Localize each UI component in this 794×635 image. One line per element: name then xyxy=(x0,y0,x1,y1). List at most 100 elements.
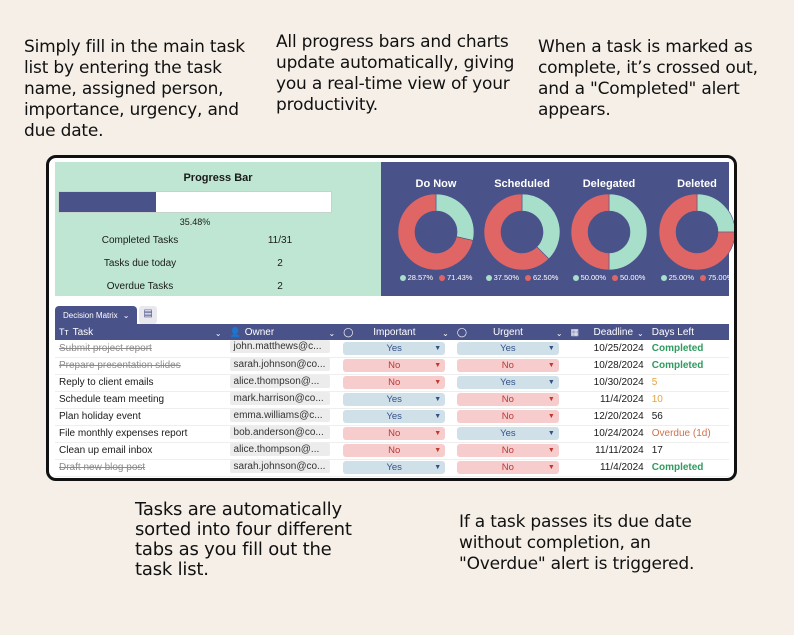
urgent-value: No xyxy=(501,411,514,422)
important-select[interactable]: Yes ▼ xyxy=(343,393,446,406)
legend-item-no: 50.00% xyxy=(612,273,645,282)
header-days-left[interactable]: Days Left xyxy=(647,324,729,340)
deadline-cell[interactable]: 12/20/2024 xyxy=(566,408,648,426)
important-cell[interactable]: Yes ▼ xyxy=(339,340,453,358)
urgent-select[interactable]: No ▼ xyxy=(456,410,559,423)
legend-label: 28.57% xyxy=(407,273,433,282)
deadline-cell[interactable]: 10/28/2024 xyxy=(566,357,648,375)
tasks-due-today-value: 2 xyxy=(277,258,283,269)
task-name-cell[interactable]: Reply to client emails xyxy=(55,374,226,392)
donut-slice-no xyxy=(659,194,734,270)
urgent-cell[interactable]: Yes ▼ xyxy=(452,340,567,358)
important-cell[interactable]: Yes ▼ xyxy=(339,391,453,409)
owner-email: mark.harrison@co... xyxy=(229,391,330,405)
important-cell[interactable]: Yes ▼ xyxy=(339,459,453,477)
urgent-select[interactable]: No ▼ xyxy=(456,461,559,474)
urgent-select[interactable]: Yes ▼ xyxy=(456,427,559,440)
task-name-cell[interactable]: Schedule team meeting xyxy=(55,391,226,409)
donut-slice-yes xyxy=(696,194,734,233)
important-select[interactable]: Yes ▼ xyxy=(343,461,446,474)
urgent-cell[interactable]: Yes ▼ xyxy=(452,374,567,392)
urgent-select[interactable]: No ▼ xyxy=(456,444,559,457)
legend-dot-icon xyxy=(700,275,706,282)
important-select[interactable]: No ▼ xyxy=(343,444,446,457)
text-type-icon: Tт xyxy=(59,326,69,337)
deadline-cell[interactable]: 11/4/2024 xyxy=(566,391,648,409)
owner-email: emma.williams@c... xyxy=(229,408,330,422)
owner-cell[interactable]: john.matthews@c... xyxy=(225,340,340,358)
urgent-cell[interactable]: No ▼ xyxy=(452,357,567,375)
table-row: Draft new blog post sarah.johnson@co... Ye… xyxy=(55,459,729,477)
urgent-cell[interactable]: No ▼ xyxy=(452,459,567,477)
task-name: Clean up email inbox xyxy=(59,445,153,456)
owner-cell[interactable]: alice.thompson@... xyxy=(225,442,340,460)
completed-tasks-value: 11/31 xyxy=(267,235,293,246)
important-select[interactable]: No ▼ xyxy=(343,376,446,389)
dropdown-arrow-icon: ▼ xyxy=(434,344,442,352)
deadline-date: 10/24/2024 xyxy=(593,428,644,439)
person-icon: 👤 xyxy=(229,326,241,337)
task-name-cell[interactable]: Draft new blog post xyxy=(55,459,226,477)
deadline-cell[interactable]: 11/4/2024 xyxy=(566,459,648,477)
urgent-cell[interactable]: No ▼ xyxy=(452,391,567,409)
header-urgent[interactable]: ◯ Urgent ⌄ xyxy=(452,324,567,340)
important-select[interactable]: No ▼ xyxy=(343,427,446,440)
task-name-cell[interactable]: Submit project report xyxy=(55,340,226,358)
urgent-select[interactable]: Yes ▼ xyxy=(456,341,559,355)
legend-dot-icon xyxy=(399,275,406,282)
task-name-cell[interactable]: Prepare presentation slides xyxy=(55,357,226,375)
tasks-due-today-row: Tasks due today 2 xyxy=(55,258,335,274)
important-cell[interactable]: No ▼ xyxy=(339,357,453,375)
important-select[interactable]: Yes ▼ xyxy=(343,410,446,423)
deadline-cell[interactable]: 10/30/2024 xyxy=(566,374,648,392)
urgent-value: No xyxy=(501,462,514,473)
deadline-cell[interactable]: 11/11/2024 xyxy=(566,442,648,460)
table-row: Plan holiday event emma.williams@c... Yes ▼… xyxy=(55,408,729,426)
important-select[interactable]: No ▼ xyxy=(343,359,446,372)
dropdown-arrow-icon: ▼ xyxy=(547,379,555,386)
urgent-select[interactable]: No ▼ xyxy=(456,359,559,372)
dropdown-arrow-icon: ▼ xyxy=(547,413,555,420)
owner-cell[interactable]: emma.williams@c... xyxy=(225,408,340,426)
header-important[interactable]: ◯ Important ⌄ xyxy=(339,324,453,340)
task-name-cell[interactable]: Plan holiday event xyxy=(55,408,226,426)
document-icon[interactable]: ▤ xyxy=(139,306,157,324)
header-owner[interactable]: 👤 Owner ⌄ xyxy=(225,324,340,340)
important-select[interactable]: Yes ▼ xyxy=(343,341,446,355)
caption-completed-alert: When a task is marked as complete, it’s … xyxy=(538,37,758,120)
owner-cell[interactable]: bob.anderson@co... xyxy=(225,425,340,443)
important-cell[interactable]: Yes ▼ xyxy=(339,408,453,426)
task-name: Reply to client emails xyxy=(59,377,154,388)
days-left-cell: 10 xyxy=(647,391,729,409)
deadline-date: 10/30/2024 xyxy=(593,377,644,388)
important-cell[interactable]: No ▼ xyxy=(339,374,453,392)
header-deadline[interactable]: ▦ Deadline ⌄ xyxy=(566,324,648,340)
chart-legend: 25.00% 75.00% xyxy=(649,273,734,282)
tab-decision-matrix[interactable]: Decision Matrix ⌄ xyxy=(55,306,138,324)
important-cell[interactable]: No ▼ xyxy=(339,442,453,460)
task-name-cell[interactable]: File monthly expenses report xyxy=(55,425,226,443)
urgent-select[interactable]: Yes ▼ xyxy=(456,376,559,389)
urgent-select[interactable]: No ▼ xyxy=(456,393,559,406)
urgent-cell[interactable]: Yes ▼ xyxy=(452,425,567,443)
header-task[interactable]: Tт Task ⌄ xyxy=(55,324,226,340)
owner-cell[interactable]: sarah.johnson@co... xyxy=(225,459,340,477)
task-name: Plan holiday event xyxy=(59,411,141,422)
urgent-cell[interactable]: No ▼ xyxy=(452,408,567,426)
task-name-cell[interactable]: Clean up email inbox xyxy=(55,442,226,460)
owner-cell[interactable]: alice.thompson@... xyxy=(225,374,340,392)
chart-legend: 50.00% 50.00% xyxy=(561,273,657,282)
chart-legend: 37.50% 62.50% xyxy=(474,273,570,282)
caption-auto-sort: Tasks are automatically sorted into four… xyxy=(135,499,352,580)
urgent-value: No xyxy=(501,394,514,405)
owner-cell[interactable]: sarah.johnson@co... xyxy=(225,357,340,375)
chevron-down-icon: ⌄ xyxy=(122,310,130,320)
chart-title: Scheduled xyxy=(494,178,550,190)
deadline-cell[interactable]: 10/25/2024 xyxy=(566,340,648,358)
important-cell[interactable]: No ▼ xyxy=(339,425,453,443)
owner-email: alice.thompson@... xyxy=(229,374,330,388)
legend-label: 62.50% xyxy=(533,273,559,282)
urgent-cell[interactable]: No ▼ xyxy=(452,442,567,460)
deadline-cell[interactable]: 10/24/2024 xyxy=(566,425,648,443)
owner-cell[interactable]: mark.harrison@co... xyxy=(225,391,340,409)
